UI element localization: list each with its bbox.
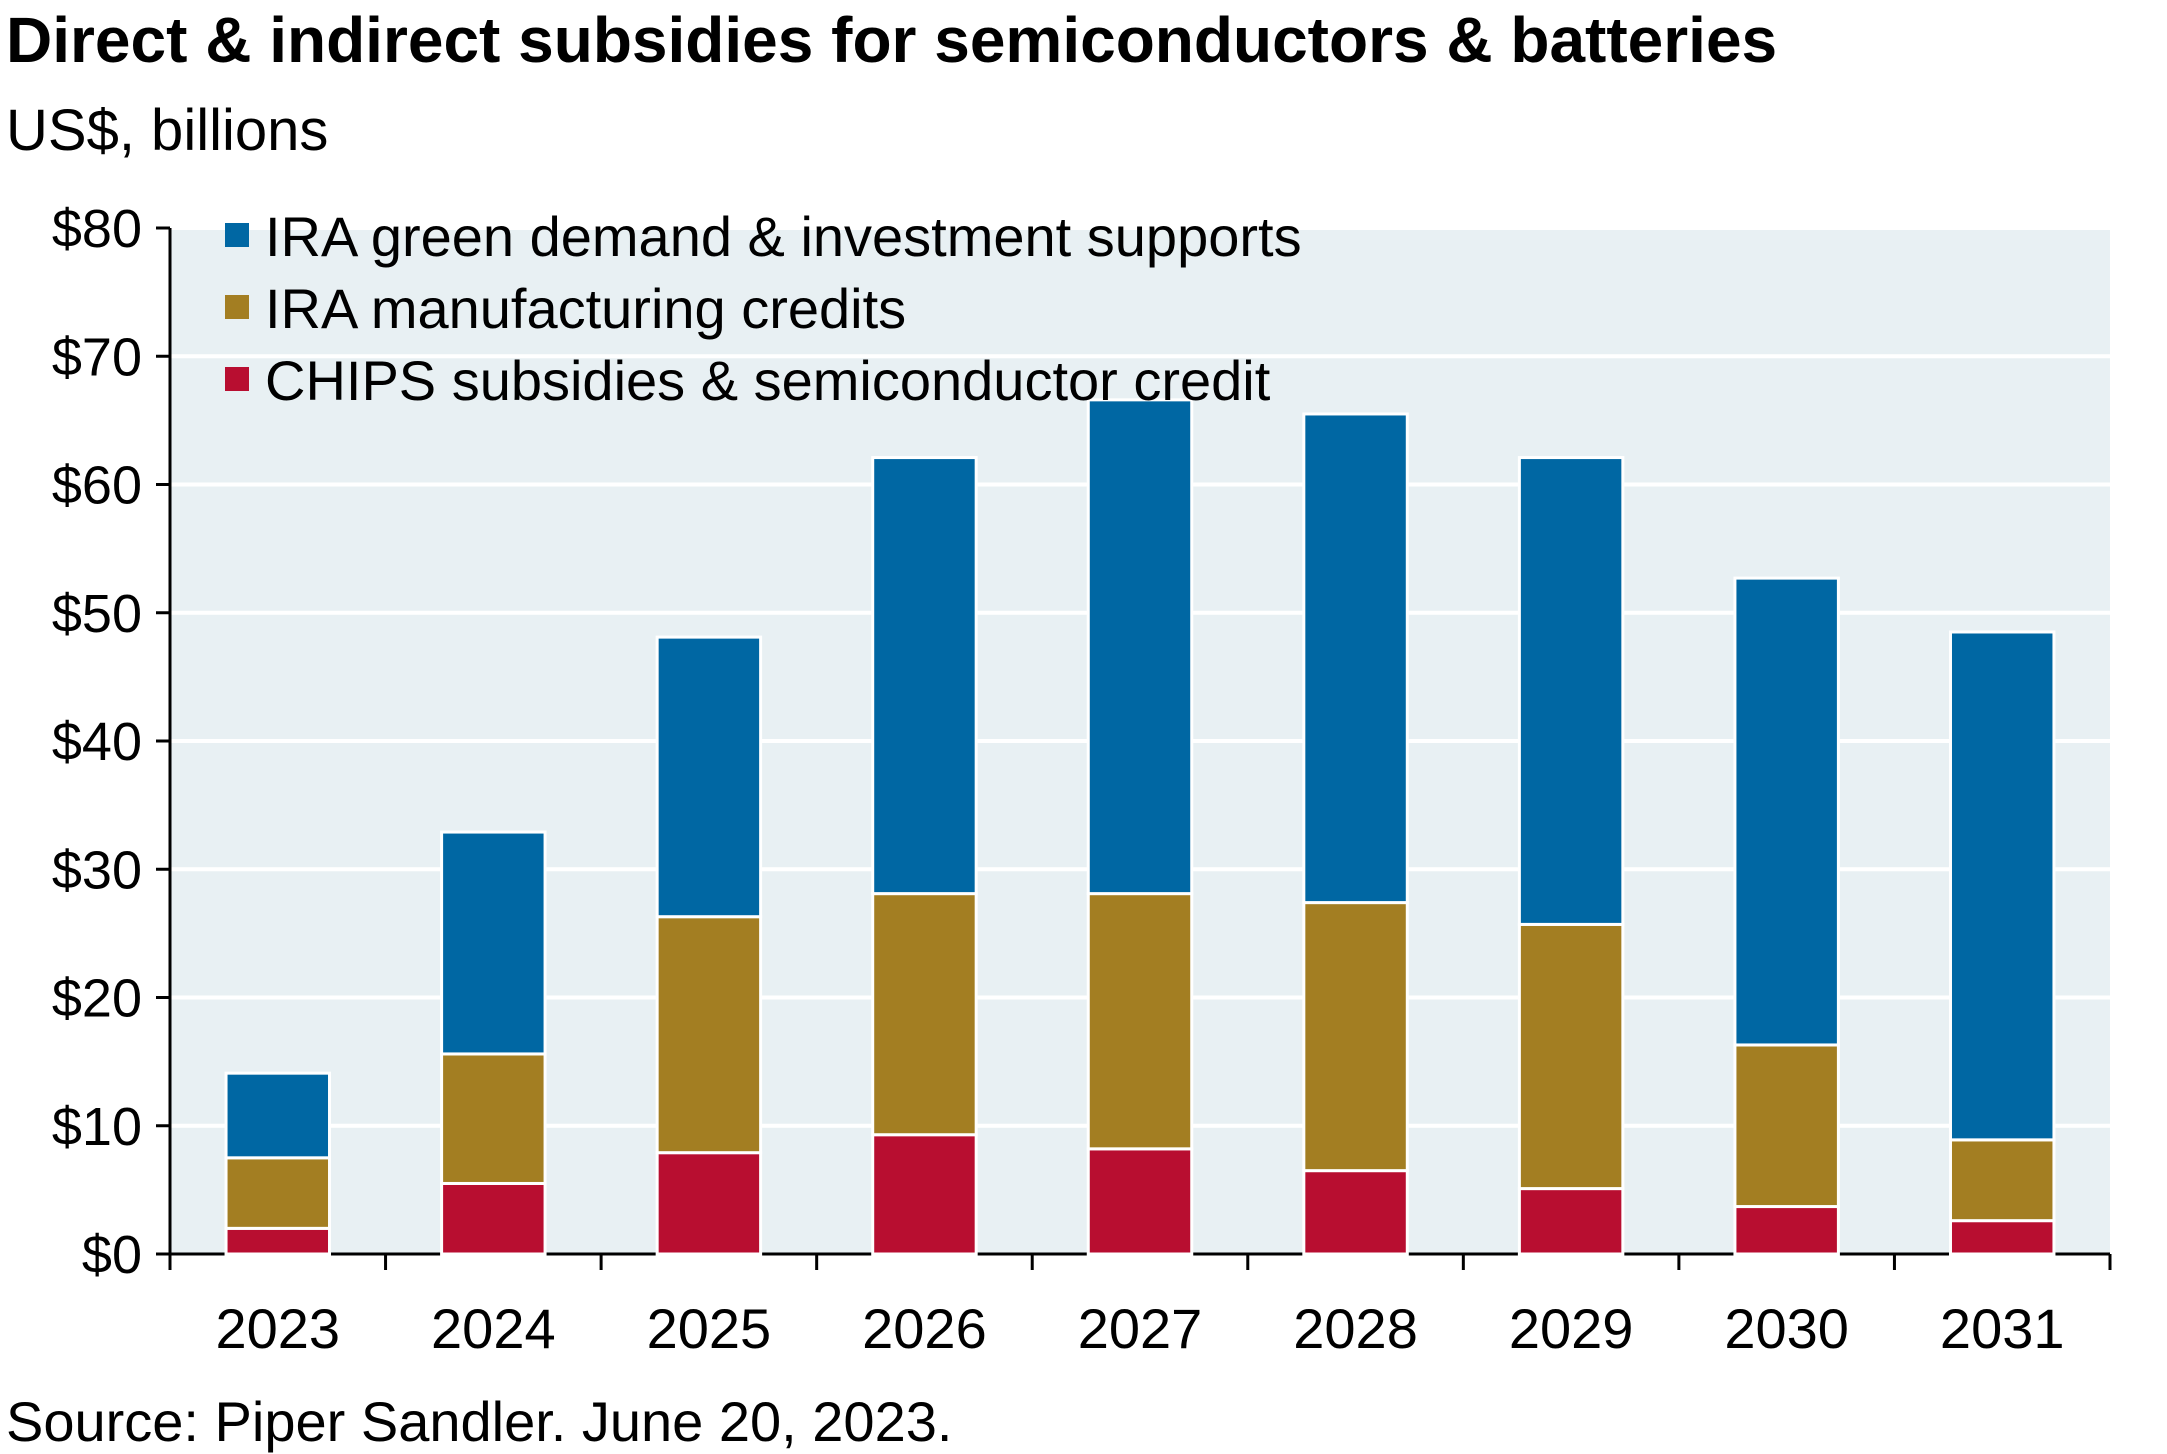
y-tick-label: $80	[52, 199, 142, 259]
stacked-bar-chart: $0 $10 $20 $30 $40 $50 $60 $70 $80 CHIPS subsidie…	[52, 199, 2112, 1360]
x-tick-label: 2023	[215, 1297, 340, 1360]
x-tick-label: 2031	[1940, 1297, 2065, 1360]
bar-segment: IRA manufacturing credits 2026: 18.8	[871, 892, 978, 1137]
bar-segment: CHIPS subsidies & semiconductor credit 2…	[871, 1133, 978, 1256]
bar-segment: IRA green demand & investment supports 2…	[655, 635, 763, 919]
y-tick-label: $0	[82, 1225, 142, 1285]
bar-segment: CHIPS subsidies & semiconductor credit 2…	[440, 1181, 547, 1256]
legend-swatch	[225, 295, 249, 319]
bar-segment: CHIPS subsidies & semiconductor credit 2…	[1517, 1187, 1625, 1256]
x-tick-label: 2028	[1293, 1297, 1418, 1360]
y-tick-label: $70	[52, 327, 142, 387]
legend-swatch	[225, 367, 249, 391]
legend-label: IRA green demand & investment supports	[265, 205, 1302, 268]
bar-segment: IRA manufacturing credits 2031: 6.3	[1948, 1138, 2056, 1223]
chart-subtitle: US$, billions	[6, 98, 329, 163]
bar-segment: CHIPS subsidies & semiconductor credit 2…	[655, 1151, 763, 1256]
y-tick-label: $20	[52, 969, 142, 1029]
y-tick-label: $10	[52, 1097, 142, 1157]
bar-segment: IRA manufacturing credits 2023: 5.5	[224, 1156, 332, 1230]
bar-segment: CHIPS subsidies & semiconductor credit 2…	[1733, 1205, 1840, 1256]
bar-segment: IRA green demand & investment supports 2…	[1733, 576, 1840, 1047]
bar-segment: IRA green demand & investment supports 2…	[871, 456, 978, 896]
bar-segment: IRA manufacturing credits 2029: 20.6	[1517, 922, 1625, 1191]
bar-segment: IRA manufacturing credits 2027: 19.9	[1086, 892, 1194, 1151]
x-tick-label: 2027	[1078, 1297, 1203, 1360]
y-tick-label: $30	[52, 840, 142, 900]
x-tick-label: 2029	[1509, 1297, 1634, 1360]
bar-segment: CHIPS subsidies & semiconductor credit 2…	[224, 1226, 332, 1256]
x-tick-label: 2024	[431, 1297, 556, 1360]
bar-segment: CHIPS subsidies & semiconductor credit 2…	[1086, 1147, 1194, 1256]
chart-title: Direct & indirect subsidies for semicond…	[6, 4, 1778, 76]
bar-segment: IRA green demand & investment supports 2…	[1517, 456, 1625, 926]
legend-label: IRA manufacturing credits	[265, 277, 906, 340]
y-tick-label: $50	[52, 584, 142, 644]
x-tick-label: 2025	[647, 1297, 772, 1360]
x-tick-label: 2026	[862, 1297, 987, 1360]
bar-segment: IRA green demand & investment supports 2…	[224, 1071, 332, 1160]
bar-segment: IRA manufacturing credits 2028: 20.9	[1302, 901, 1409, 1173]
bar-segment: IRA manufacturing credits 2024: 10.1	[440, 1052, 547, 1185]
bar-segment: IRA manufacturing credits 2030: 12.6	[1733, 1043, 1840, 1209]
x-tick-label: 2030	[1724, 1297, 1849, 1360]
bar-segment: IRA green demand & investment supports 2…	[1302, 412, 1409, 905]
bar-segment: IRA green demand & investment supports 2…	[440, 830, 547, 1056]
source-note: Source: Piper Sandler. June 20, 2023.	[6, 1390, 953, 1453]
y-tick-label: $40	[52, 712, 142, 772]
bar-segment: CHIPS subsidies & semiconductor credit 2…	[1302, 1169, 1409, 1256]
y-tick-label: $60	[52, 456, 142, 516]
bar-segment: CHIPS subsidies & semiconductor credit 2…	[1948, 1219, 2056, 1256]
bar-segment: IRA green demand & investment supports 2…	[1948, 630, 2056, 1142]
bar-segment: IRA manufacturing credits 2025: 18.4	[655, 915, 763, 1155]
legend-swatch	[225, 223, 249, 247]
legend-label: CHIPS subsidies & semiconductor credit	[265, 349, 1271, 412]
bar-segment: IRA green demand & investment supports 2…	[1086, 398, 1194, 896]
